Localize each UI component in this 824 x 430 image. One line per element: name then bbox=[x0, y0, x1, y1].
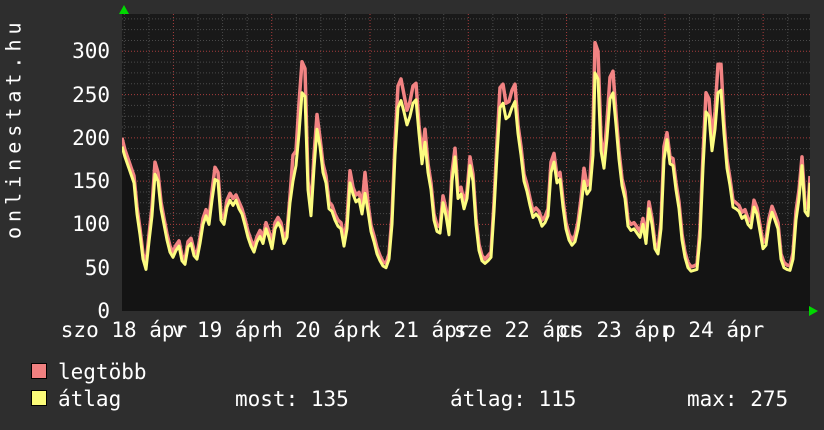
x-tick-label: p 24 ápr bbox=[663, 318, 765, 342]
y-tick-label: 200 bbox=[72, 125, 110, 150]
y-tick-label: 0 bbox=[97, 299, 110, 323]
chart-svg bbox=[122, 14, 810, 311]
x-tick-label: k 21 ápr bbox=[368, 318, 470, 342]
y-tick-label: 100 bbox=[72, 212, 110, 237]
stat-most: most: 135 bbox=[235, 387, 349, 411]
y-tick-label: 300 bbox=[72, 39, 110, 64]
legend-label-legtobb: legtöbb bbox=[58, 360, 147, 384]
stat-max: max: 275 bbox=[687, 387, 789, 411]
x-tick-label: h 20 ápr bbox=[269, 318, 372, 342]
legend-label-atlag: átlag bbox=[58, 387, 122, 411]
brand-watermark: onlinestat.hu bbox=[1, 17, 26, 239]
x-tick-label: sze 22 ápr bbox=[453, 318, 581, 342]
y-tick-label: 50 bbox=[84, 255, 110, 280]
y-tick-label: 250 bbox=[72, 82, 110, 107]
x-tick-label: cs 23 ápr bbox=[558, 318, 673, 342]
chart-plot-area bbox=[122, 14, 810, 311]
y-tick-label: 150 bbox=[72, 169, 110, 194]
legend-swatch-atlag bbox=[31, 390, 47, 406]
x-axis-arrow-icon bbox=[809, 306, 818, 316]
x-tick-label: v 19 ápr bbox=[171, 318, 273, 342]
stat-atlag: átlag: 115 bbox=[450, 387, 577, 411]
x-tick-label: szo 18 ápr bbox=[60, 318, 188, 342]
series-atlag-area bbox=[122, 72, 810, 311]
series-atlag-line bbox=[122, 71, 810, 273]
y-axis-arrow-icon bbox=[119, 5, 129, 14]
legend-swatch-legtobb bbox=[31, 363, 47, 379]
